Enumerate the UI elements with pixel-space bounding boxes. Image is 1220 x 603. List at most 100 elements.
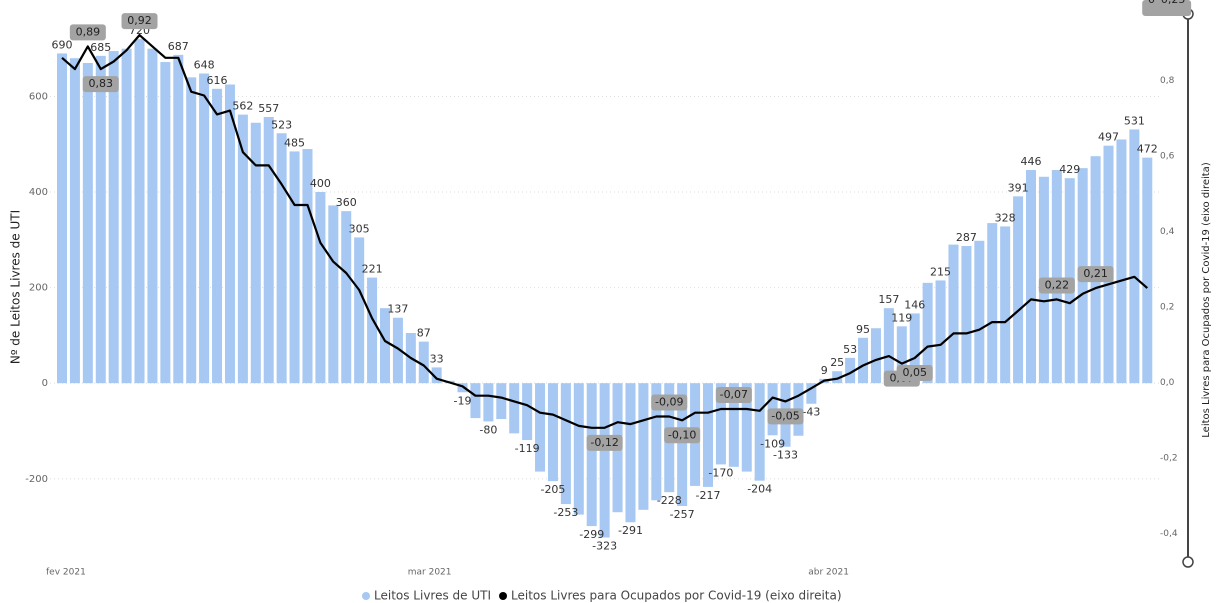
data-label-box bbox=[69, 24, 106, 41]
data-label: -80 bbox=[479, 423, 497, 436]
bar bbox=[315, 192, 326, 384]
data-label: 360 bbox=[336, 196, 357, 209]
bar bbox=[1129, 129, 1140, 384]
bar bbox=[741, 383, 752, 472]
bar bbox=[586, 383, 597, 527]
bar bbox=[1142, 157, 1153, 384]
bar bbox=[431, 367, 442, 384]
bar bbox=[302, 149, 313, 384]
legend-label: Leitos Livres para Ocupados por Covid-19… bbox=[511, 589, 842, 603]
bar bbox=[496, 383, 507, 420]
bar bbox=[341, 211, 352, 384]
bar bbox=[57, 53, 67, 384]
bar bbox=[806, 383, 817, 404]
y2-tick-label: 0,2 bbox=[1160, 302, 1174, 312]
bar bbox=[987, 223, 998, 384]
data-label: 53 bbox=[843, 343, 857, 356]
data-label: 0,92 bbox=[127, 14, 152, 27]
y2-tick-label: 0,8 bbox=[1160, 76, 1175, 86]
line bbox=[61, 34, 1149, 429]
data-label: 157 bbox=[878, 293, 899, 306]
data-label: -109 bbox=[760, 437, 785, 450]
data-label: 25 bbox=[830, 356, 844, 369]
data-label: 0,05 bbox=[902, 366, 927, 379]
data-label-box bbox=[586, 434, 623, 451]
data-label-box bbox=[715, 386, 752, 403]
data-label: -204 bbox=[747, 483, 772, 496]
bar bbox=[160, 62, 171, 384]
data-label: 557 bbox=[258, 102, 279, 115]
data-label: 33 bbox=[430, 352, 444, 365]
data-label: -119 bbox=[515, 442, 540, 455]
data-label-box bbox=[664, 427, 701, 444]
data-label-box bbox=[1038, 277, 1075, 294]
data-label: 0,21 bbox=[1083, 267, 1108, 280]
bar bbox=[1051, 170, 1062, 384]
data-label: 648 bbox=[194, 59, 215, 72]
data-label: 95 bbox=[856, 323, 870, 336]
slider-handle[interactable] bbox=[1182, 556, 1194, 568]
bar bbox=[845, 357, 856, 384]
y2-tick-label: -0,4 bbox=[1160, 529, 1178, 539]
bar bbox=[199, 73, 210, 384]
data-label: -299 bbox=[579, 528, 604, 541]
bar bbox=[1103, 145, 1114, 384]
bar bbox=[638, 383, 649, 510]
data-label: -0,05 bbox=[771, 409, 799, 422]
data-label-box bbox=[121, 13, 158, 30]
bar bbox=[95, 55, 106, 384]
bar bbox=[935, 280, 946, 384]
data-label: 0,25 bbox=[1161, 0, 1186, 6]
data-label: -0,09 bbox=[655, 396, 683, 409]
bar bbox=[509, 383, 520, 434]
y2-tick-label: 0,6 bbox=[1160, 151, 1175, 161]
legend-marker bbox=[499, 592, 508, 600]
bar bbox=[134, 39, 145, 384]
data-label: -205 bbox=[540, 483, 565, 496]
data-label: 221 bbox=[362, 263, 383, 276]
data-label: -253 bbox=[553, 506, 578, 519]
data-label: 446 bbox=[1021, 155, 1042, 168]
bar bbox=[922, 282, 933, 384]
data-label: -323 bbox=[592, 540, 617, 553]
bar bbox=[1013, 196, 1024, 384]
data-label: 485 bbox=[284, 136, 305, 149]
data-label: 616 bbox=[207, 74, 228, 87]
bar bbox=[173, 54, 184, 384]
bar bbox=[573, 383, 584, 515]
data-label: 87 bbox=[417, 327, 431, 340]
bar bbox=[212, 88, 223, 384]
data-label: -0,07 bbox=[720, 388, 748, 401]
bar bbox=[599, 383, 610, 538]
y-tick-label: -200 bbox=[25, 474, 48, 485]
data-label: 328 bbox=[995, 211, 1016, 224]
bar bbox=[651, 383, 662, 501]
bar bbox=[535, 383, 546, 472]
data-label: -228 bbox=[657, 494, 682, 507]
data-label: -257 bbox=[670, 508, 695, 521]
data-label: -19 bbox=[454, 394, 472, 407]
bar bbox=[677, 383, 688, 506]
data-label: 523 bbox=[271, 118, 292, 131]
data-label-box bbox=[1077, 266, 1114, 283]
bar bbox=[870, 328, 881, 384]
bar bbox=[289, 151, 300, 384]
bar bbox=[483, 383, 494, 422]
bar bbox=[547, 383, 558, 482]
bar bbox=[328, 205, 339, 384]
data-label: 685 bbox=[90, 41, 111, 54]
bar bbox=[108, 51, 119, 384]
bar bbox=[728, 383, 739, 467]
data-label: 287 bbox=[956, 231, 977, 244]
data-label: 497 bbox=[1098, 131, 1119, 144]
y-tick-label: 400 bbox=[29, 187, 48, 198]
data-label: -291 bbox=[618, 524, 643, 537]
data-label-box bbox=[896, 364, 933, 381]
bar bbox=[367, 277, 378, 384]
y-tick-label: 200 bbox=[29, 283, 48, 294]
bar bbox=[250, 122, 261, 384]
bar bbox=[715, 383, 726, 465]
bar bbox=[69, 58, 80, 384]
bar bbox=[909, 313, 920, 384]
